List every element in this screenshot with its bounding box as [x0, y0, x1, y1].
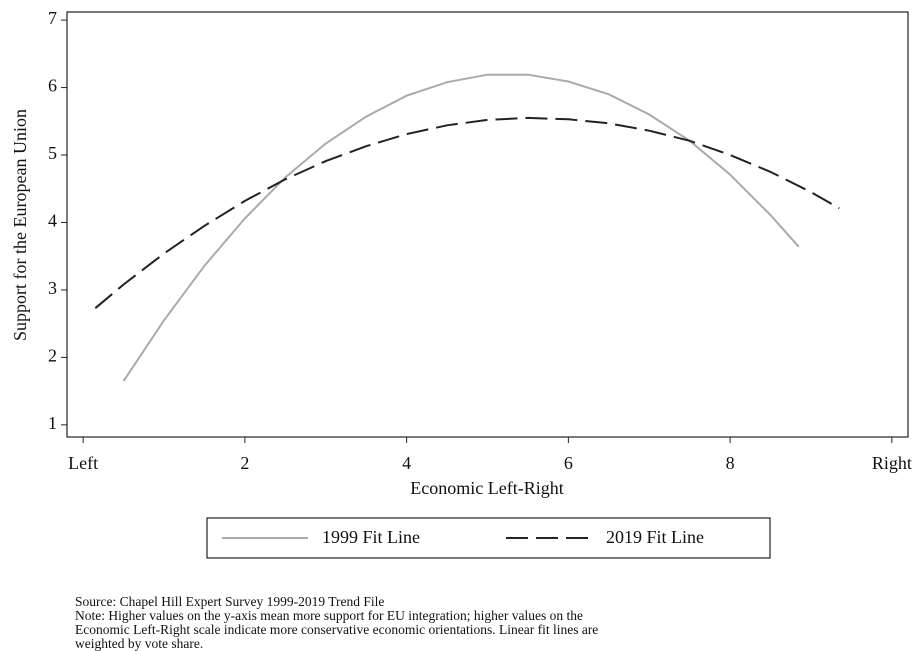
x-tick-label: 2: [240, 453, 249, 473]
legend-box: [206, 517, 771, 559]
y-tick-label: 3: [48, 278, 57, 298]
fit-line: [94, 116, 840, 309]
x-tick-label: 6: [564, 453, 573, 473]
x-tick-label: Left: [68, 453, 98, 473]
footnote: Note: Higher values on the y-axis mean m…: [75, 608, 583, 623]
y-tick-label: 1: [48, 413, 57, 433]
footnote: Source: Chapel Hill Expert Survey 1999-2…: [75, 594, 384, 609]
x-tick-label: Right: [872, 453, 912, 473]
x-tick-label: 8: [726, 453, 735, 473]
y-tick-label: 4: [48, 211, 57, 231]
legend-label: 2019 Fit Line: [606, 527, 704, 547]
plot-frame: [66, 11, 909, 438]
y-tick-label: 6: [48, 76, 57, 96]
y-axis-label: Support for the European Union: [10, 109, 30, 341]
footnote: weighted by vote share.: [75, 636, 203, 651]
y-tick-label: 2: [48, 346, 57, 366]
fit-line: [122, 73, 800, 382]
y-tick-label: 5: [48, 143, 57, 163]
x-axis-label: Economic Left-Right: [410, 478, 563, 498]
y-tick-label: 7: [48, 8, 57, 28]
x-tick-label: 4: [402, 453, 411, 473]
legend-label: 1999 Fit Line: [322, 527, 420, 547]
footnote: Economic Left-Right scale indicate more …: [75, 622, 598, 637]
